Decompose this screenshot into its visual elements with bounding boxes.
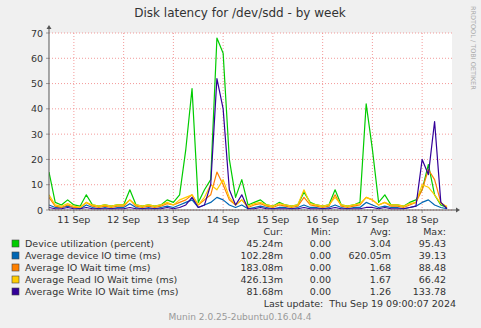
y-tick-label: 60 xyxy=(31,53,43,64)
title: Disk latency for /dev/sdd - by week xyxy=(134,6,346,20)
legend-stat: 183.08m xyxy=(241,262,284,273)
y-tick-label: 30 xyxy=(31,129,43,140)
legend-stat: 133.78 xyxy=(413,286,446,297)
series-line xyxy=(49,79,447,209)
legend-stat: 0.00 xyxy=(310,238,331,249)
legend-header: Min: xyxy=(311,226,331,237)
x-grid-line xyxy=(422,33,423,210)
legend-swatch xyxy=(12,240,19,247)
footer: Munin 2.0.25-2ubuntu0.16.04.4 xyxy=(169,312,312,322)
x-grid-line xyxy=(123,33,124,210)
series-line xyxy=(49,170,447,208)
series-line xyxy=(49,180,447,208)
y-grid-line xyxy=(49,33,452,34)
legend-swatch xyxy=(12,288,19,295)
y-grid-line xyxy=(49,184,452,185)
legend-stat: 620.05m xyxy=(349,250,392,261)
y-tick-label: 10 xyxy=(31,179,43,190)
legend-label: Device utilization (percent) xyxy=(25,238,154,249)
x-tick-label: 11 Sep xyxy=(57,214,90,225)
watermark: RRDTOOL / TOBI OETIKER xyxy=(469,6,477,90)
x-tick-label: 15 Sep xyxy=(256,214,289,225)
legend-label: Average Read IO Wait time (ms) xyxy=(25,274,177,285)
background xyxy=(0,0,481,328)
y-grid-line xyxy=(49,134,452,135)
last-update: Last update: Thu Sep 19 09:00:07 2024 xyxy=(264,298,456,309)
x-grid-line xyxy=(73,33,74,210)
legend-stat: 3.04 xyxy=(370,238,391,249)
legend-label: Average Write IO Wait time (ms) xyxy=(25,286,179,297)
legend-stat: 0.00 xyxy=(310,250,331,261)
y-grid-line xyxy=(49,159,452,160)
legend-swatch xyxy=(12,276,19,283)
y-grid-line xyxy=(49,58,452,59)
x-tick-label: 12 Sep xyxy=(107,214,140,225)
legend-stat: 39.13 xyxy=(419,250,446,261)
x-tick-label: 13 Sep xyxy=(157,214,190,225)
series-group xyxy=(49,38,447,209)
legend-swatch xyxy=(12,264,19,271)
legend-stat: 95.43 xyxy=(419,238,446,249)
y-tick-label: 40 xyxy=(31,103,43,114)
x-grid-line xyxy=(322,33,323,210)
legend-stat: 426.13m xyxy=(241,274,284,285)
y-tick-label: 50 xyxy=(31,78,43,89)
legend-header: Max: xyxy=(423,226,446,237)
plot-area xyxy=(49,33,452,210)
series-line xyxy=(49,38,447,207)
y-grid-line xyxy=(49,108,452,109)
legend-label: Average device IO time (ms) xyxy=(25,250,161,261)
legend-stat: 66.42 xyxy=(419,274,446,285)
y-axis-arrow xyxy=(47,25,52,29)
legend-stat: 1.67 xyxy=(370,274,391,285)
legend-stat: 81.68m xyxy=(247,286,283,297)
legend-stat: 0.00 xyxy=(310,262,331,273)
legend-stat: 1.68 xyxy=(370,262,391,273)
legend-header: Avg: xyxy=(370,226,391,237)
legend-swatch xyxy=(12,252,19,259)
legend-stat: 1.26 xyxy=(370,286,391,297)
legend-stat: 45.24m xyxy=(247,238,283,249)
x-tick-label: 14 Sep xyxy=(207,214,240,225)
legend-stat: 0.00 xyxy=(310,286,331,297)
legend-stat: 102.28m xyxy=(241,250,284,261)
y-grid-line xyxy=(49,83,452,84)
x-axis-arrow xyxy=(456,208,460,213)
chart: Disk latency for /dev/sdd - by week RRDTO… xyxy=(0,0,481,328)
y-axis xyxy=(49,29,50,210)
x-grid-line xyxy=(173,33,174,210)
legend-header: Cur: xyxy=(263,226,283,237)
x-grid-line xyxy=(272,33,273,210)
y-tick-label: 20 xyxy=(31,154,43,165)
y-tick-label: 70 xyxy=(31,28,43,39)
x-axis xyxy=(49,210,456,211)
y-tick-label: 0 xyxy=(37,205,43,216)
legend-stat: 0.00 xyxy=(310,274,331,285)
x-tick-label: 16 Sep xyxy=(306,214,339,225)
x-grid-line xyxy=(372,33,373,210)
legend-stat: 88.48 xyxy=(419,262,446,273)
legend-label: Average IO Wait time (ms) xyxy=(25,262,150,273)
x-tick-label: 18 Sep xyxy=(406,214,439,225)
x-tick-label: 17 Sep xyxy=(356,214,389,225)
